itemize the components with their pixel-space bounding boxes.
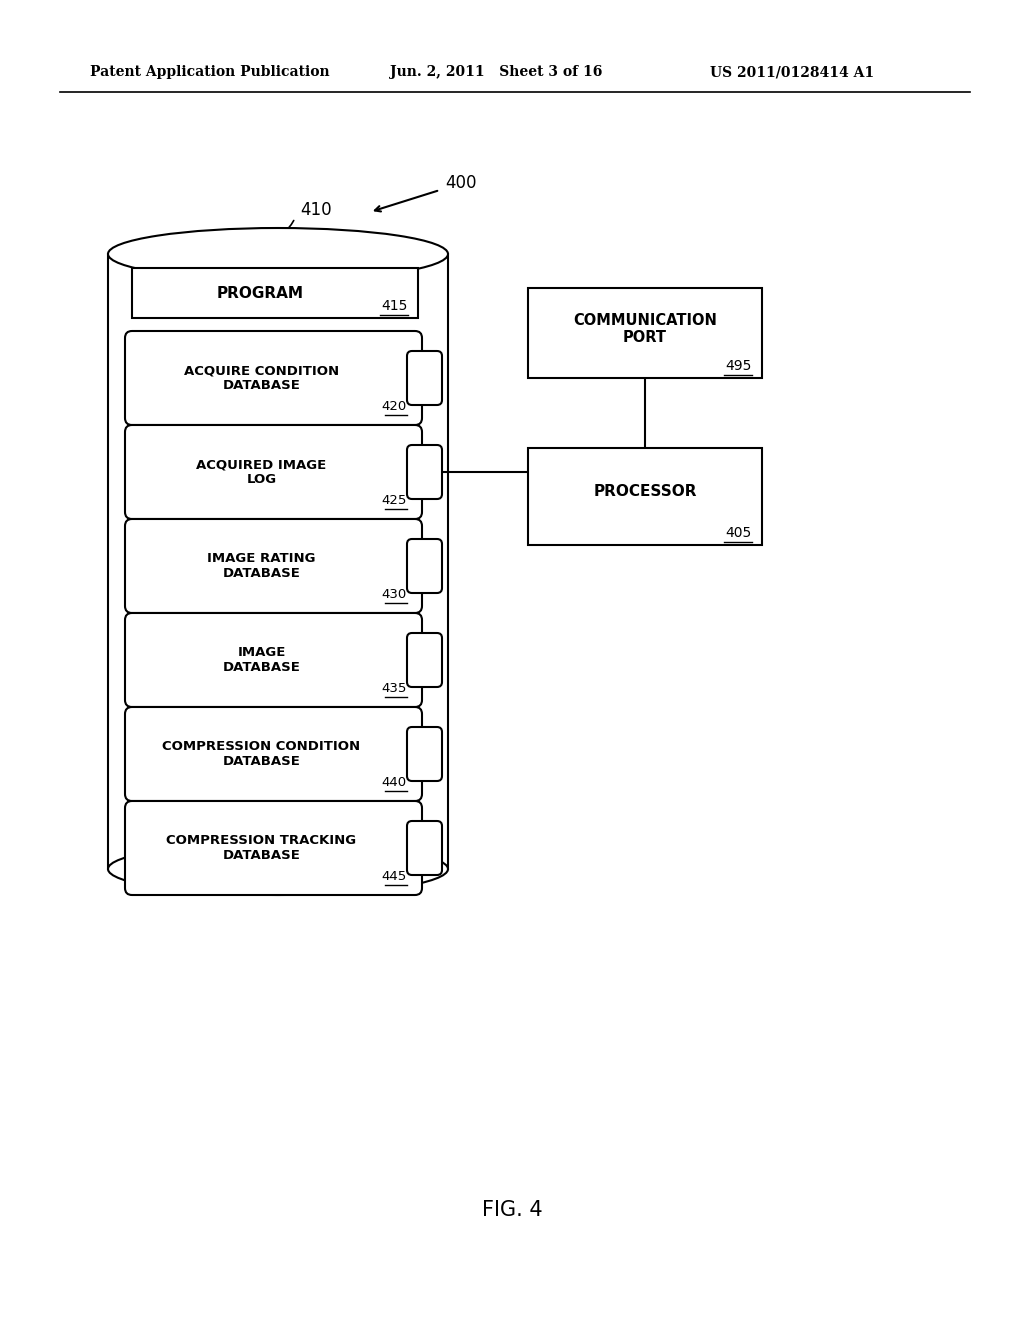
FancyBboxPatch shape <box>125 425 422 519</box>
Text: PROGRAM: PROGRAM <box>216 285 303 301</box>
Text: ACQUIRE CONDITION
DATABASE: ACQUIRE CONDITION DATABASE <box>184 364 339 392</box>
FancyBboxPatch shape <box>407 445 442 499</box>
Text: IMAGE RATING
DATABASE: IMAGE RATING DATABASE <box>207 552 315 579</box>
FancyBboxPatch shape <box>125 801 422 895</box>
FancyBboxPatch shape <box>407 539 442 593</box>
Text: 425: 425 <box>382 494 407 507</box>
Ellipse shape <box>108 843 449 895</box>
Text: COMMUNICATION
PORT: COMMUNICATION PORT <box>573 313 717 346</box>
FancyBboxPatch shape <box>125 612 422 708</box>
Text: 415: 415 <box>382 300 408 313</box>
FancyBboxPatch shape <box>407 351 442 405</box>
Text: 440: 440 <box>382 776 407 789</box>
Text: US 2011/0128414 A1: US 2011/0128414 A1 <box>710 65 874 79</box>
Text: Patent Application Publication: Patent Application Publication <box>90 65 330 79</box>
Text: 400: 400 <box>445 174 476 191</box>
FancyBboxPatch shape <box>407 727 442 781</box>
FancyBboxPatch shape <box>125 708 422 801</box>
FancyBboxPatch shape <box>407 821 442 875</box>
Text: 410: 410 <box>300 201 332 219</box>
Text: Jun. 2, 2011   Sheet 3 of 16: Jun. 2, 2011 Sheet 3 of 16 <box>390 65 602 79</box>
Text: PROCESSOR: PROCESSOR <box>593 484 696 499</box>
Text: FIG. 4: FIG. 4 <box>481 1200 543 1220</box>
Bar <box>108 253 449 869</box>
Text: COMPRESSION CONDITION
DATABASE: COMPRESSION CONDITION DATABASE <box>163 741 360 768</box>
Bar <box>132 268 418 318</box>
Text: 430: 430 <box>382 587 407 601</box>
Ellipse shape <box>108 228 449 280</box>
FancyBboxPatch shape <box>125 331 422 425</box>
Text: 495: 495 <box>726 359 752 374</box>
Text: ACQUIRED IMAGE
LOG: ACQUIRED IMAGE LOG <box>197 458 327 486</box>
Bar <box>528 288 762 378</box>
Bar <box>528 447 762 545</box>
Text: IMAGE
DATABASE: IMAGE DATABASE <box>222 645 300 675</box>
Text: 445: 445 <box>382 870 407 883</box>
FancyBboxPatch shape <box>407 634 442 686</box>
Text: 420: 420 <box>382 400 407 413</box>
Text: 435: 435 <box>382 682 407 696</box>
FancyBboxPatch shape <box>125 519 422 612</box>
Text: 405: 405 <box>726 525 752 540</box>
Text: COMPRESSION TRACKING
DATABASE: COMPRESSION TRACKING DATABASE <box>167 834 356 862</box>
